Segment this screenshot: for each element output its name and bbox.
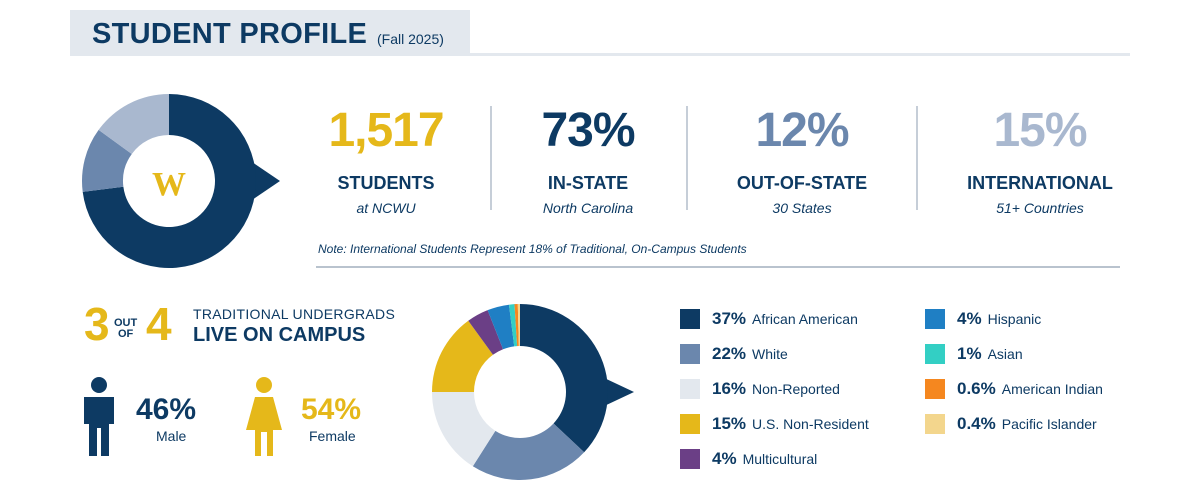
legend-item: 1% Asian (925, 343, 1023, 365)
legend-label: Asian (987, 346, 1023, 362)
header-background (70, 10, 470, 54)
divider (916, 106, 918, 210)
ethnicity-donut-pointer (600, 376, 634, 408)
international-note: Note: International Students Represent 1… (318, 242, 747, 256)
male-person-icon (84, 377, 114, 456)
legend-percent: 0.4% (957, 414, 996, 433)
female-person-icon (246, 377, 282, 456)
campus-number-4: 4 (146, 298, 172, 350)
legend-swatch (680, 449, 700, 469)
page-subtitle: (Fall 2025) (377, 31, 444, 47)
donut-slice-white (472, 423, 585, 480)
legend-swatch (680, 344, 700, 364)
stat-value: 73% (541, 104, 635, 157)
stat-value: 12% (755, 104, 849, 157)
legend-label: Multicultural (742, 451, 818, 467)
out-text: OUT (114, 317, 138, 329)
divider (490, 106, 492, 210)
stat-students: 1,517 STUDENTS at NCWU (296, 104, 476, 217)
stat-label: STUDENTS (337, 173, 435, 193)
legend-item: 0.6% American Indian (925, 378, 1103, 400)
donut-slice-international (98, 94, 169, 154)
legend-percent: 4% (957, 309, 982, 328)
section-rule (316, 266, 1120, 268)
legend-label: White (752, 346, 788, 362)
legend-label: Non-Reported (752, 381, 840, 397)
residency-donut-chart: W (82, 94, 280, 268)
campus-line-2: LIVE ON CAMPUS (193, 324, 366, 346)
divider (686, 106, 688, 210)
donut-slice-american-indian (514, 304, 519, 347)
male-percent: 46% (136, 393, 197, 426)
logo-letter: W (152, 166, 186, 203)
legend-swatch (680, 379, 700, 399)
legend-item: 4% Multicultural (680, 448, 817, 470)
legend-item: 4% Hispanic (925, 308, 1041, 330)
legend-item: 15% U.S. Non-Resident (680, 413, 869, 435)
page-title: STUDENT PROFILE (92, 18, 368, 50)
donut-slice-hispanic (487, 304, 515, 350)
stat-sub: at NCWU (356, 200, 416, 216)
legend-label: Pacific Islander (1001, 416, 1097, 432)
legend-percent: 16% (712, 379, 747, 398)
legend-label: Hispanic (987, 311, 1042, 327)
donut-slice-african-american (520, 304, 608, 453)
legend-swatch (925, 379, 945, 399)
legend-percent: 37% (712, 309, 747, 328)
stat-label: OUT-OF-STATE (736, 173, 868, 193)
legend-item: 16% Non-Reported (680, 378, 840, 400)
donut-slice-pacific-islander (517, 304, 520, 347)
stat-value: 15% (993, 104, 1087, 157)
stat-value: 1,517 (328, 104, 444, 157)
legend-label: African American (752, 311, 858, 327)
header-rule (70, 53, 1130, 56)
stat-out-of-state: 12% OUT-OF-STATE 30 States (702, 104, 902, 217)
legend-item: 22% White (680, 343, 788, 365)
donut-slice-u-s-non-resident (432, 320, 493, 392)
campus-line-1: TRADITIONAL UNDERGRADS (193, 306, 396, 322)
legend-item: 37% African American (680, 308, 858, 330)
female-percent: 54% (301, 393, 362, 426)
campus-number-3: 3 (84, 298, 110, 350)
donut-slice-in-state (82, 94, 256, 268)
donut-slice-out-of-state (82, 129, 132, 192)
legend-item: 0.4% Pacific Islander (925, 413, 1097, 435)
stat-sub: North Carolina (542, 200, 634, 216)
stat-label: IN-STATE (547, 173, 629, 193)
legend-swatch (925, 309, 945, 329)
stat-sub: 30 States (772, 200, 832, 216)
legend-swatch (925, 414, 945, 434)
residency-donut-pointer (252, 162, 280, 200)
legend-swatch (680, 414, 700, 434)
male-label: Male (156, 428, 187, 444)
stat-sub: 51+ Countries (996, 200, 1084, 216)
legend-swatch (925, 344, 945, 364)
legend-label: U.S. Non-Resident (752, 416, 869, 432)
legend-percent: 15% (712, 414, 747, 433)
stat-in-state: 73% IN-STATE North Carolina (498, 104, 678, 217)
legend-percent: 22% (712, 344, 747, 363)
donut-slice-non-reported (432, 392, 496, 467)
stat-label: INTERNATIONAL (967, 173, 1113, 193)
legend-percent: 4% (712, 449, 737, 468)
stat-international: 15% INTERNATIONAL 51+ Countries (940, 104, 1140, 217)
ethnicity-donut-chart (432, 304, 634, 480)
female-label: Female (309, 428, 356, 444)
donut-slice-asian (508, 304, 518, 347)
out-of-text: OUT OF (114, 318, 137, 340)
legend-label: American Indian (1001, 381, 1103, 397)
legend-swatch (680, 309, 700, 329)
of-text: OF (117, 328, 134, 340)
legend-percent: 1% (957, 344, 982, 363)
legend-percent: 0.6% (957, 379, 996, 398)
donut-slice-multicultural (468, 310, 504, 355)
